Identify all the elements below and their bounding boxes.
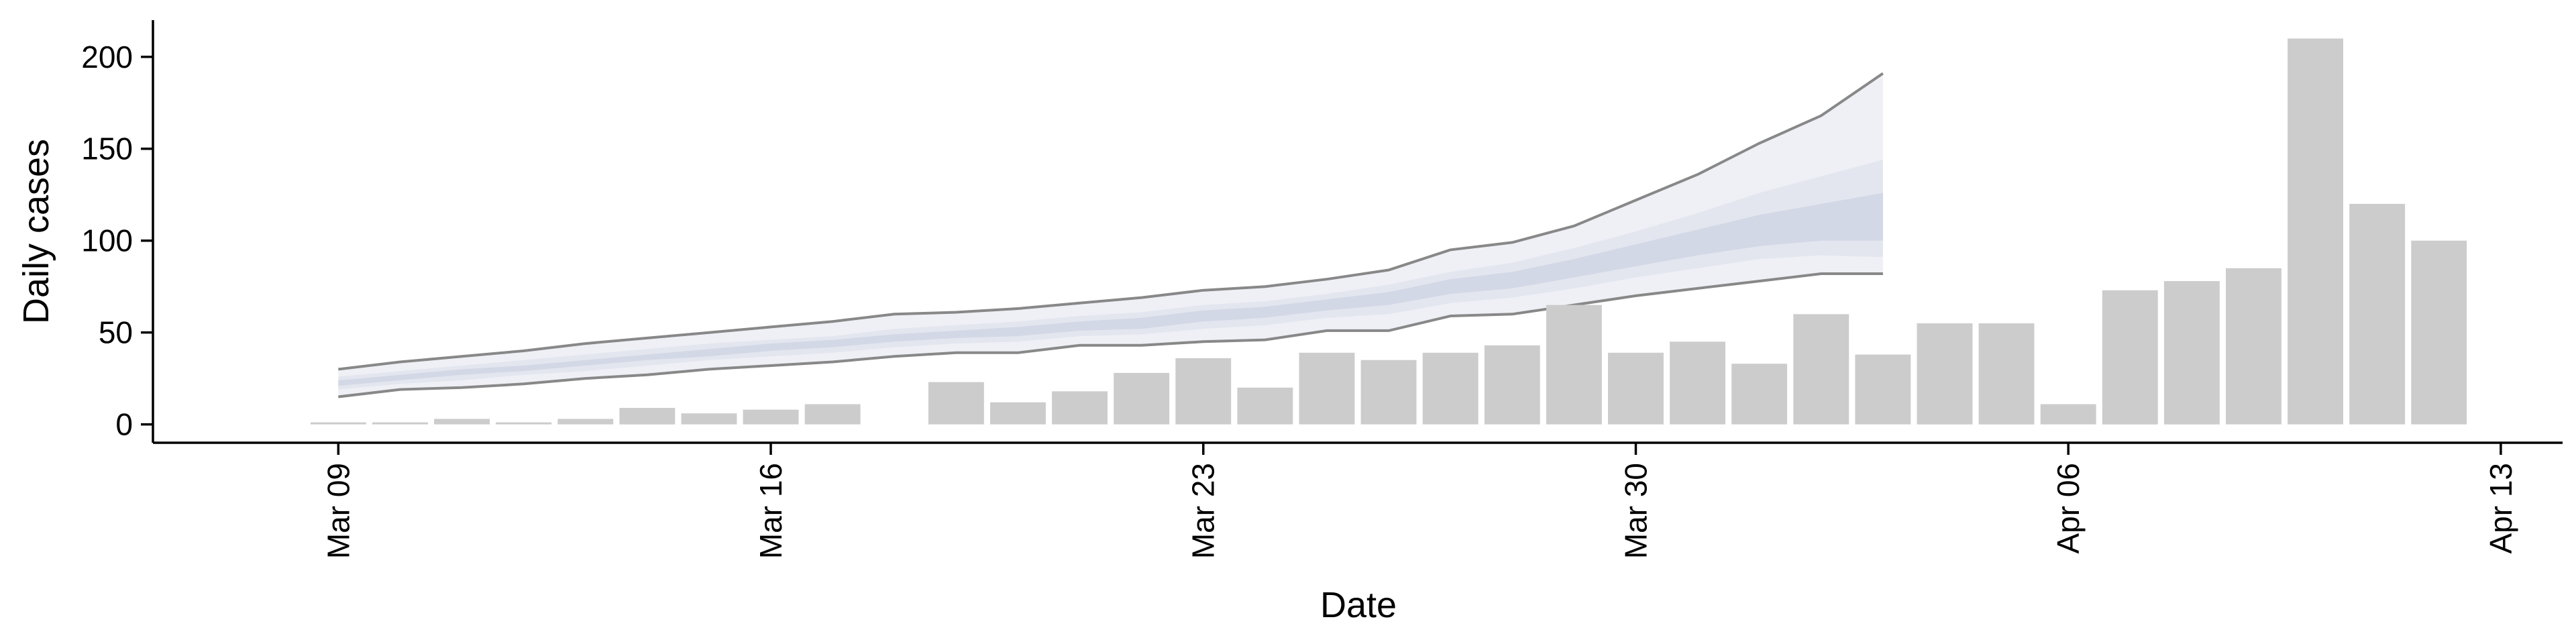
bar bbox=[1114, 372, 1170, 425]
forecast-bands bbox=[338, 72, 1884, 398]
y-axis-ticks: 0 50 100 150 200 bbox=[81, 40, 153, 442]
bar bbox=[804, 404, 861, 425]
x-axis-title: Date bbox=[1320, 585, 1397, 625]
y-tick-label: 0 bbox=[115, 407, 133, 442]
daily-case-bars bbox=[310, 38, 2467, 425]
upper-bound-line bbox=[338, 72, 1884, 371]
y-tick-label: 100 bbox=[81, 223, 133, 258]
x-tick-label: Mar 16 bbox=[753, 463, 788, 559]
bar bbox=[1299, 352, 1355, 425]
bar bbox=[2411, 240, 2467, 425]
bar bbox=[2163, 281, 2220, 425]
bar bbox=[1360, 360, 1417, 425]
bar bbox=[1175, 358, 1232, 425]
x-axis-ticks: Mar 09 Mar 16 Mar 23 Mar 30 Apr 06 Apr 13 bbox=[321, 443, 2518, 559]
bar bbox=[1793, 314, 1849, 425]
bar bbox=[743, 409, 799, 425]
bar bbox=[1422, 352, 1479, 425]
bar bbox=[1917, 323, 1973, 425]
bar bbox=[1608, 352, 1664, 425]
bar bbox=[1052, 391, 1108, 425]
y-axis-title: Daily cases bbox=[16, 139, 56, 324]
bar bbox=[681, 413, 737, 425]
bar bbox=[1484, 345, 1540, 425]
y-tick-label: 200 bbox=[81, 40, 133, 74]
lower-bound-line bbox=[338, 272, 1883, 398]
bar bbox=[2226, 268, 2282, 425]
bar bbox=[1855, 354, 1911, 425]
bar bbox=[557, 419, 614, 425]
bar bbox=[2349, 203, 2406, 425]
x-tick-label: Apr 06 bbox=[2051, 463, 2086, 554]
bar bbox=[372, 422, 428, 425]
bar bbox=[1546, 305, 1602, 425]
bar bbox=[2288, 38, 2343, 425]
x-tick-label: Mar 09 bbox=[321, 463, 356, 559]
bar bbox=[310, 422, 366, 425]
bar bbox=[2040, 404, 2096, 425]
bar bbox=[496, 422, 552, 425]
bar bbox=[1731, 364, 1788, 425]
bar bbox=[1237, 387, 1293, 425]
bar bbox=[928, 382, 984, 425]
bar bbox=[434, 419, 490, 425]
x-tick-label: Apr 13 bbox=[2483, 463, 2518, 554]
y-tick-label: 50 bbox=[99, 315, 133, 350]
bar bbox=[1978, 323, 2035, 425]
bar bbox=[619, 408, 676, 425]
x-tick-label: Mar 23 bbox=[1186, 463, 1221, 559]
axes bbox=[152, 20, 2563, 444]
y-tick-label: 150 bbox=[81, 131, 133, 166]
bar bbox=[990, 402, 1046, 425]
bar bbox=[2102, 290, 2158, 425]
bar bbox=[1670, 341, 1725, 425]
x-tick-label: Mar 30 bbox=[1619, 463, 1654, 559]
